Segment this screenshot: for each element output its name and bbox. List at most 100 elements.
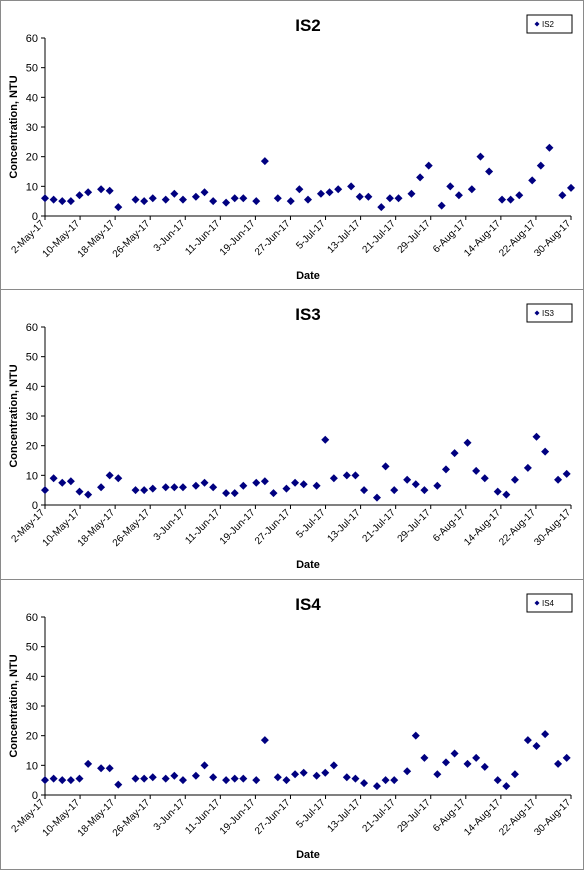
data-point: [390, 486, 399, 495]
x-tick-label: 14-Aug-17: [462, 218, 503, 259]
data-point: [58, 776, 67, 785]
data-point: [463, 438, 472, 447]
x-tick-label: 3-Jun-17: [152, 218, 188, 254]
x-tick-label: 29-Jul-17: [396, 797, 434, 835]
data-point: [411, 480, 420, 489]
data-point: [49, 474, 58, 483]
data-point: [446, 182, 455, 191]
data-point: [209, 197, 218, 206]
x-axis-title: Date: [296, 559, 320, 571]
legend-marker: [534, 310, 540, 316]
data-point: [75, 191, 84, 200]
data-point: [105, 186, 114, 195]
data-point: [252, 478, 261, 487]
data-point: [269, 489, 278, 498]
data-point: [222, 489, 231, 498]
data-point: [381, 776, 390, 785]
y-tick-label: 50: [26, 63, 38, 75]
legend-label: IS2: [542, 20, 555, 29]
data-point: [364, 192, 373, 201]
data-point: [498, 195, 507, 204]
data-point: [105, 471, 114, 480]
data-point: [485, 167, 494, 176]
y-tick-label: 50: [26, 352, 38, 364]
data-point: [454, 191, 463, 200]
x-tick-label: 29-Jul-17: [396, 218, 434, 256]
data-point: [506, 195, 515, 204]
data-point: [532, 432, 541, 441]
data-point: [260, 157, 269, 166]
x-tick-label: 5-Jul-17: [294, 797, 328, 831]
data-point: [424, 161, 433, 170]
data-point: [170, 189, 179, 198]
series-IS2: [41, 143, 575, 212]
data-point: [97, 185, 106, 194]
data-point: [480, 762, 489, 771]
data-point: [178, 483, 187, 492]
x-tick-label: 19-Jun-17: [218, 797, 258, 837]
data-point: [239, 774, 248, 783]
data-point: [441, 758, 450, 767]
data-point: [222, 776, 231, 785]
data-point: [523, 463, 532, 472]
data-point: [161, 483, 170, 492]
data-point: [523, 736, 532, 745]
data-point: [49, 774, 58, 783]
data-point: [131, 774, 140, 783]
data-point: [66, 477, 75, 486]
y-tick-label: 0: [32, 500, 38, 512]
data-point: [329, 474, 338, 483]
x-tick-label: 14-Aug-17: [462, 797, 503, 838]
y-axis-title: Concentration, NTU: [8, 654, 20, 757]
data-point: [510, 770, 519, 779]
data-point: [239, 194, 248, 203]
data-point: [312, 481, 321, 490]
y-tick-label: 60: [26, 33, 38, 45]
data-point: [58, 197, 67, 206]
x-tick-label: 26-May-17: [111, 507, 153, 549]
x-tick-label: 22-Aug-17: [497, 797, 538, 838]
data-point: [295, 185, 304, 194]
data-point: [493, 776, 502, 785]
data-point: [334, 185, 343, 194]
data-point: [562, 469, 571, 478]
x-tick-label: 11-Jun-17: [183, 218, 222, 257]
x-tick-label: 30-Aug-17: [532, 507, 573, 548]
y-tick-label: 60: [26, 322, 38, 334]
y-tick-label: 30: [26, 122, 38, 134]
series-IS3: [41, 432, 571, 502]
x-tick-label: 11-Jun-17: [183, 507, 222, 546]
x-tick-label: 27-Jun-17: [253, 218, 293, 258]
data-point: [325, 188, 334, 197]
data-point: [286, 197, 295, 206]
data-point: [41, 486, 49, 495]
y-tick-label: 10: [26, 470, 38, 482]
data-point: [161, 195, 170, 204]
data-point: [420, 486, 429, 495]
data-point: [342, 471, 351, 480]
data-point: [178, 776, 187, 785]
y-tick-label: 0: [32, 790, 38, 802]
data-point: [351, 471, 360, 480]
y-tick-label: 30: [26, 701, 38, 713]
x-tick-label: 21-Jul-17: [361, 797, 399, 835]
data-point: [148, 773, 157, 782]
y-tick-label: 10: [26, 181, 38, 193]
data-point: [209, 773, 218, 782]
x-tick-label: 13-Jul-17: [325, 797, 363, 835]
x-tick-label: 26-May-17: [111, 218, 153, 260]
data-point: [545, 143, 554, 152]
x-tick-label: 14-Aug-17: [462, 507, 503, 548]
data-point: [472, 753, 481, 762]
chart-panel-is2: IS2 0 10 20 30 40 50 60 2-May-17 10-May-17 18-May-…: [0, 0, 584, 290]
legend-marker: [534, 600, 540, 606]
x-tick-label: 22-Aug-17: [497, 218, 538, 259]
data-point: [381, 462, 390, 471]
data-point: [394, 194, 403, 203]
x-axis-title: Date: [296, 849, 320, 861]
data-point: [450, 449, 459, 458]
x-tick-label: 29-Jul-17: [396, 507, 434, 545]
chart-is2: IS201020304050602-May-1710-May-1718-May-…: [8, 14, 575, 282]
data-point: [385, 194, 394, 203]
data-point: [472, 466, 481, 475]
